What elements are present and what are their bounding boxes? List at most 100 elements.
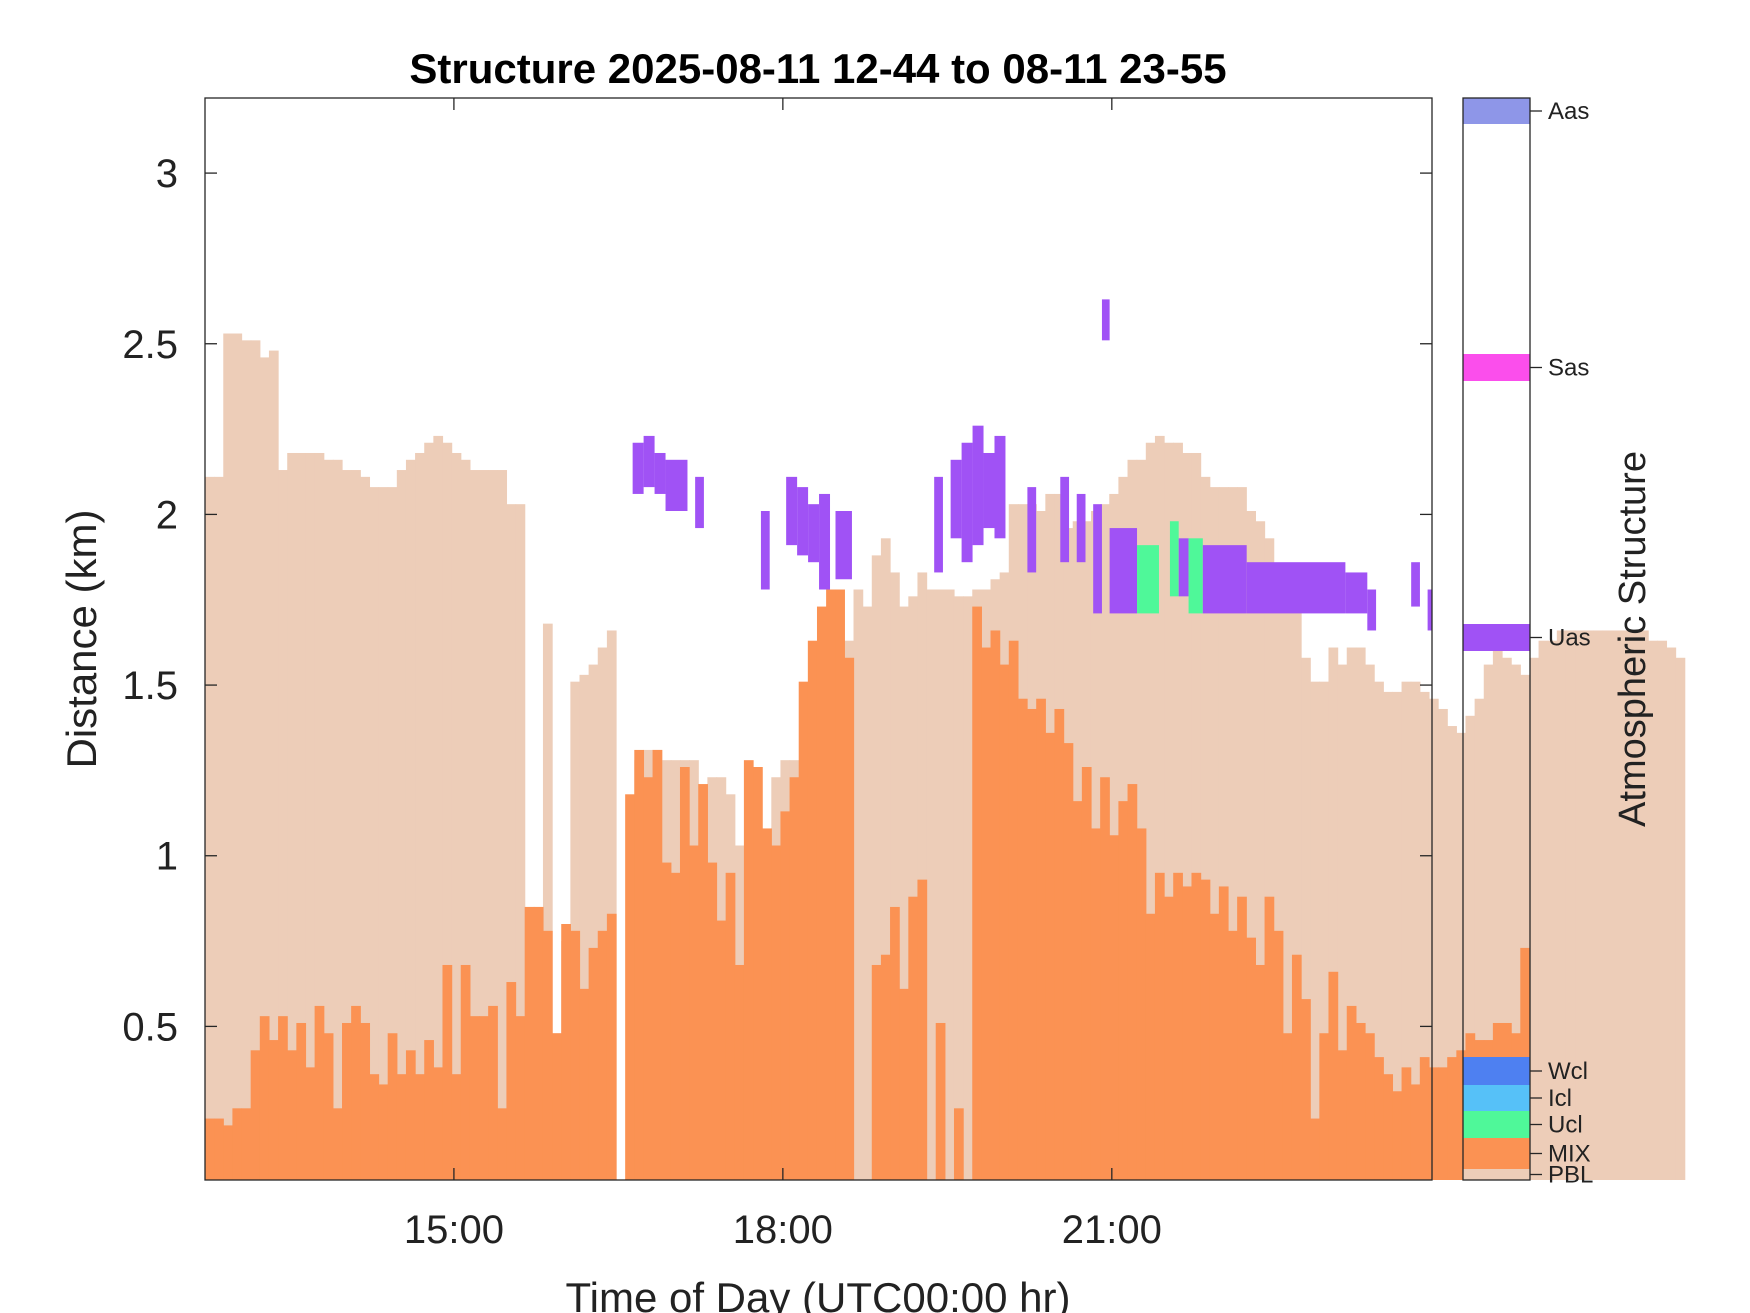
pbl-bar [323, 459, 334, 1180]
mix-bar [1100, 777, 1110, 1180]
mix-bar [1401, 1067, 1412, 1180]
mix-bar [1173, 872, 1183, 1180]
pbl-bar [588, 664, 599, 1180]
mix-bars [205, 589, 1531, 1180]
pbl-bar [1428, 698, 1439, 1180]
pbl-bar [278, 470, 288, 1180]
pbl-bar [1255, 521, 1266, 1180]
mix-bar [725, 872, 736, 1180]
mix-bar [935, 1022, 946, 1180]
pbl-bar [871, 555, 882, 1180]
colorbar-segment-wcl [1463, 1057, 1530, 1085]
mix-bar [1291, 954, 1302, 1180]
mix-bar [972, 606, 982, 1180]
pbl-bar [917, 572, 928, 1180]
pbl-bar [378, 487, 389, 1180]
mix-bar [1072, 801, 1083, 1180]
mix-bar [1218, 886, 1229, 1180]
pbl-bar [433, 435, 444, 1180]
mix-bar [1246, 937, 1256, 1180]
layer-uas-bar [760, 511, 770, 590]
pbl-bar [1392, 691, 1403, 1180]
mix-bar [917, 879, 928, 1180]
colorbar-segments [1463, 98, 1530, 1180]
pbl-bar [853, 589, 864, 1180]
pbl-bar [442, 442, 453, 1180]
pbl-bar [1237, 487, 1247, 1180]
mix-bar [323, 1033, 334, 1180]
pbl-bar [1346, 647, 1357, 1180]
mix-bar [643, 777, 654, 1180]
layer-uas-bar [983, 452, 995, 529]
pbl-bar [1410, 681, 1421, 1180]
pbl-bar [1291, 596, 1302, 1180]
mix-bar [1346, 1005, 1357, 1180]
colorbar-tick-label: PBL [1548, 1162, 1593, 1189]
layer-bars [632, 299, 1432, 631]
pbl-bar [1310, 681, 1320, 1180]
pbl-bar [1520, 674, 1531, 1180]
mix-bar [369, 1074, 380, 1180]
mix-bar [497, 1108, 508, 1180]
mix-bar [1118, 801, 1129, 1180]
mix-bar [268, 1040, 279, 1180]
mix-bar [588, 947, 599, 1180]
mix-bar [1392, 1091, 1403, 1180]
pbl-bar [908, 596, 919, 1180]
pbl-bar [451, 452, 462, 1181]
layer-uas-bar [1060, 476, 1070, 563]
mix-bar [1191, 872, 1202, 1180]
mix-bar [789, 777, 800, 1180]
mix-bar [1328, 971, 1339, 1180]
mix-bar [1410, 1084, 1421, 1180]
mix-bar [1237, 896, 1247, 1180]
colorbar-frame [1462, 97, 1531, 1181]
pbl-bar [1337, 664, 1348, 1180]
mix-bar [844, 657, 855, 1180]
layer-uas-bar [961, 442, 973, 563]
pbl-bar [1228, 487, 1238, 1180]
mix-bar [1200, 879, 1211, 1180]
mix-bar [542, 930, 553, 1180]
mix-bar [807, 640, 818, 1180]
pbl-bar [1246, 511, 1256, 1180]
x-axis-label: Time of Day (UTC00:00 hr) [566, 1274, 1071, 1313]
mix-bar [451, 1074, 462, 1180]
mix-bar [305, 1067, 316, 1180]
mix-bar [351, 1005, 361, 1180]
mix-bar [661, 862, 672, 1180]
plot-frame [204, 97, 1433, 1181]
layer-uas-bar [643, 435, 655, 488]
mix-bar [1063, 743, 1074, 1180]
pbl-bar [1657, 640, 1668, 1180]
pbl-bar [1401, 681, 1412, 1180]
colorbar-tick-label: Icl [1548, 1085, 1572, 1112]
mix-bar [1310, 1118, 1320, 1180]
pbl-bar [963, 596, 973, 1180]
layer-uas-bar [950, 459, 962, 539]
layer-uas-bar [1093, 504, 1102, 614]
mix-bar [1355, 1022, 1366, 1180]
mix-bar [689, 845, 699, 1180]
pbl-bar [542, 623, 553, 1180]
mix-bar [1428, 1067, 1439, 1180]
mix-bar [679, 767, 690, 1180]
mix-bar [232, 1108, 243, 1180]
mix-bar [1438, 1067, 1448, 1180]
mix-bar [442, 964, 453, 1180]
mix-bar [1282, 1033, 1293, 1180]
pbl-bar [415, 452, 425, 1181]
mix-bar [533, 906, 544, 1180]
layer-uas-bar [1246, 562, 1346, 614]
colorbar-tick-label: Wcl [1548, 1058, 1588, 1085]
pbl-bar [1355, 647, 1366, 1180]
pbl-bar [862, 606, 873, 1180]
pbl-bar [1666, 647, 1677, 1180]
pbl-bar [1675, 657, 1686, 1180]
colorbar-segment-ucl [1463, 1111, 1530, 1138]
y-tick-label: 1 [156, 835, 178, 879]
pbl-bar [1456, 732, 1467, 1180]
